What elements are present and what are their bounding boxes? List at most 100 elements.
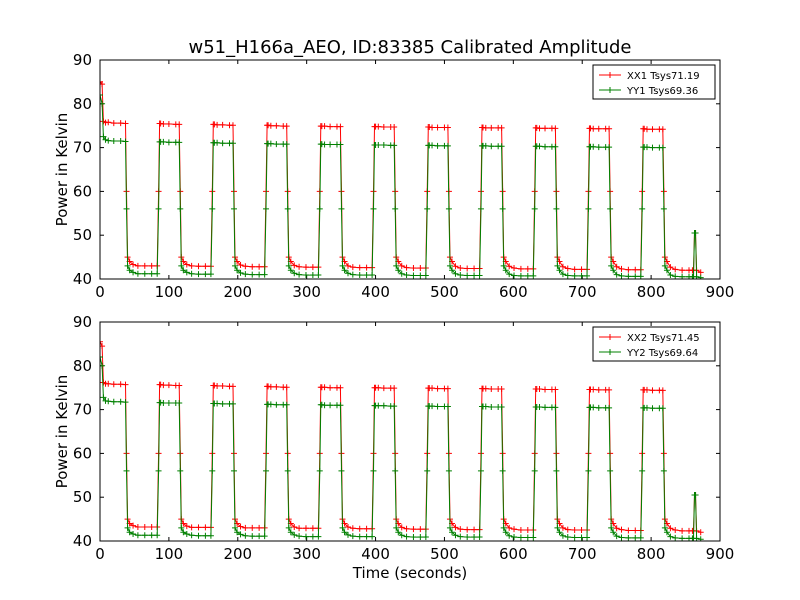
top-subplot-series-xx-point	[457, 265, 464, 272]
bottom-subplot-series-xx-point	[488, 386, 495, 393]
bottom-subplot-series-yy-point	[608, 524, 615, 531]
bottom-subplot-series-yy-point	[183, 530, 190, 537]
bottom-subplot-series-xx-point	[237, 523, 244, 530]
bottom-subplot-series-xx-point	[141, 523, 148, 530]
top-subplot-series-yy-point	[105, 137, 112, 144]
top-subplot-series-yy-point	[610, 267, 617, 274]
top-subplot-series-xx-point	[643, 126, 650, 133]
bottom-subplot-series-yy-point	[584, 534, 591, 541]
top-subplot-series-yy-point	[578, 272, 585, 279]
top-subplot-series-yy-point	[637, 273, 644, 279]
top-subplot-series-yy-point	[183, 269, 190, 276]
bottom-subplot-series-yy-point	[471, 534, 478, 541]
bottom-subplot-series-xx-point	[229, 383, 236, 390]
top-subplot-series-yy-point	[502, 267, 509, 274]
top-subplot-series-yy-point	[177, 205, 184, 212]
bottom-subplot-series-yy-point	[524, 534, 531, 541]
top-subplot-series-xx-point	[183, 261, 190, 268]
top-subplot-series-yy-point	[202, 271, 209, 278]
top-subplot-series-yy-point	[219, 140, 226, 147]
top-subplot-series-xx-point	[552, 125, 559, 132]
bottom-subplot-series-yy-point	[391, 403, 398, 410]
bottom-subplot-series-yy-point	[363, 533, 370, 540]
top-subplot-series-xx-point	[471, 265, 478, 272]
top-subplot-series-xx-point	[429, 124, 436, 131]
top-subplot-plot-area	[100, 78, 704, 279]
bottom-subplot-series-yy-point	[625, 534, 632, 541]
bottom-subplot-series-yy-point	[130, 530, 137, 537]
top-subplot-series-xx-point	[398, 262, 405, 269]
bottom-subplot-legend-box	[592, 326, 716, 362]
top-subplot-series-xx-point	[506, 263, 513, 270]
top-subplot-series-xx-point	[618, 265, 625, 272]
top-subplot-x-tick-label: 800	[637, 283, 666, 301]
top-subplot-x-tick-label: 500	[430, 283, 459, 301]
bottom-subplot-series-yy-point	[530, 534, 537, 541]
bottom-subplot-series-yy-point	[177, 467, 184, 474]
bottom-subplot-legend-swatch-marker	[607, 334, 613, 340]
bottom-subplot-series-yy-point	[148, 532, 155, 539]
top-subplot-series-yy-point	[471, 272, 478, 279]
top-subplot-series-yy-point	[554, 262, 561, 269]
bottom-subplot-series-yy-point	[234, 529, 241, 536]
bottom-subplot-series-xx-point	[618, 526, 625, 533]
bottom-subplot-series-xx-point	[590, 386, 597, 393]
top-subplot-series-yy-point	[337, 141, 344, 148]
top-subplot-series-xx-point	[105, 119, 112, 126]
top-subplot-series-yy-point	[446, 262, 453, 269]
bottom-subplot-series-xx-point	[542, 386, 549, 393]
bottom-subplot-series-yy-point	[660, 467, 667, 474]
top-subplot-y-tick-label: 60	[73, 182, 92, 200]
bottom-subplot-series-yy-point	[341, 529, 348, 536]
top-subplot-series-yy-point	[606, 144, 613, 151]
bottom-subplot-series-xx-point	[536, 386, 543, 393]
top-subplot-series-yy-point	[422, 272, 429, 279]
top-subplot-series-xx-point	[452, 263, 459, 270]
top-subplot-x-tick-label: 200	[223, 283, 252, 301]
top-subplot-series-xx-point	[237, 261, 244, 268]
top-subplot-series-yy-point	[584, 272, 591, 279]
top-subplot-series-xx-point	[273, 122, 280, 129]
top-subplot-series-xx-point	[242, 263, 249, 270]
bottom-subplot-series-yy-point	[424, 467, 431, 474]
bottom-subplot-series-xx-point	[632, 527, 639, 534]
top-subplot-series-yy-point	[123, 205, 130, 212]
top-subplot-series-xx-point	[672, 266, 679, 273]
top-subplot-series-yy-point	[296, 271, 303, 278]
bottom-subplot-series-yy-point	[554, 524, 561, 531]
bottom-subplot-series-xx-point	[571, 527, 578, 534]
top-subplot-series-yy-point	[449, 267, 456, 274]
bottom-subplot-series-xx-point	[122, 381, 129, 388]
bottom-subplot-series-yy-point	[349, 533, 356, 540]
bottom-subplot-x-tick-label: 300	[292, 545, 321, 563]
top-subplot-series-yy-point	[148, 270, 155, 277]
top-subplot-series-xx-point	[188, 262, 195, 269]
top-subplot-series-xx-point	[482, 124, 489, 131]
bottom-subplot-series-xx-point	[363, 525, 370, 532]
top-subplot-series-yy-point	[542, 143, 549, 150]
top-subplot-series-yy-point	[369, 272, 376, 279]
top-subplot-series-yy-point	[434, 142, 441, 149]
top-subplot-series-yy-point	[511, 272, 518, 279]
bottom-subplot-series-yy-point	[291, 531, 298, 538]
top-subplot-series-yy-point	[639, 205, 646, 212]
top-subplot-series-xx-point	[498, 124, 505, 131]
top-subplot-series-xx-point	[110, 120, 117, 127]
bottom-subplot-series-xx-point	[130, 522, 137, 529]
top-subplot-series-yy-point	[608, 262, 615, 269]
top-subplot-series-yy-point	[392, 205, 399, 212]
bottom-subplot-series-xx-point	[672, 527, 679, 534]
bottom-subplot-series-yy-point	[339, 524, 346, 531]
bottom-subplot-series-yy-point	[446, 524, 453, 531]
bottom-subplot-series-yy-point	[649, 405, 656, 412]
bottom-subplot-series-yy-point	[345, 531, 351, 538]
bottom-subplot-x-tick-label: 400	[361, 545, 390, 563]
top-subplot-series-yy-point	[391, 142, 398, 149]
bottom-subplot-series-xx-point	[667, 525, 674, 532]
top-subplot-series-yy-point	[283, 141, 290, 148]
top-subplot-series-yy-point	[339, 262, 346, 269]
bottom-subplot-series-yy-point	[445, 467, 452, 474]
bottom-subplot-series-xx-point	[625, 527, 632, 534]
top-subplot-series-yy-point	[338, 205, 345, 212]
bottom-subplot-series-xx-point	[148, 523, 155, 530]
